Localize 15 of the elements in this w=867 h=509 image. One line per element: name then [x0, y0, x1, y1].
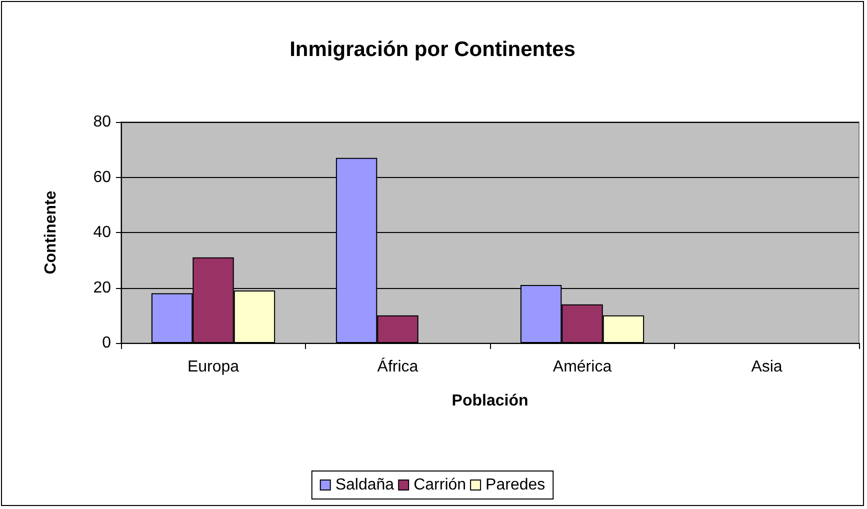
- y-tick-label: 0: [102, 334, 112, 352]
- legend-label: Paredes: [486, 476, 546, 494]
- x-tick-label: África: [377, 358, 418, 376]
- y-tick-label: 80: [93, 114, 112, 130]
- x-tick-label: Europa: [187, 358, 240, 376]
- legend-label: Saldaña: [335, 476, 394, 494]
- y-axis-title: Continente: [42, 190, 60, 274]
- y-tick-label: 20: [93, 279, 112, 296]
- y-tick-label: 40: [93, 224, 112, 241]
- y-tick-label: 60: [93, 168, 112, 186]
- x-axis-title: Población: [452, 392, 528, 410]
- legend-label: Carrión: [414, 476, 466, 494]
- x-tick-label: Asia: [751, 358, 782, 376]
- chart-title: Inmigración por Continentes: [290, 38, 576, 61]
- x-tick-label: América: [552, 358, 612, 376]
